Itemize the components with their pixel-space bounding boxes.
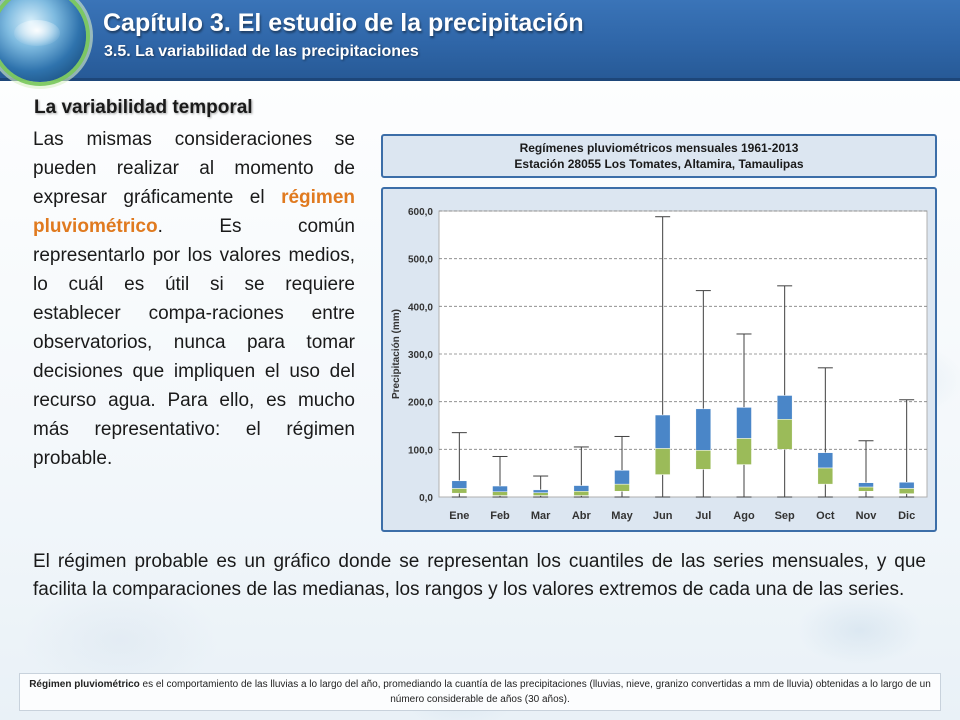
- box-upper-quartile: [532, 489, 549, 493]
- footnote-box: Régimen pluviométrico es el comportamien…: [19, 673, 941, 711]
- box-upper-quartile: [858, 482, 874, 488]
- box-lower-quartile: [736, 438, 752, 465]
- box-upper-quartile: [614, 470, 630, 485]
- header-bar: Capítulo 3. El estudio de la precipitaci…: [0, 0, 960, 82]
- box-upper-quartile: [654, 414, 671, 449]
- page-subtitle: 3.5. La variabilidad de las precipitacio…: [104, 43, 419, 60]
- intro-paragraph: Las mismas consideraciones se pueden rea…: [33, 125, 355, 473]
- boxplot-chart: 0,0 100,0 200,0 300,0 400,0 500,0 600,0 Precipi…: [381, 187, 937, 532]
- box-upper-quartile: [492, 485, 508, 493]
- intro-text-start: Las mismas consideraciones se pueden rea…: [33, 129, 355, 208]
- water-drop-logo-icon: [0, 0, 86, 82]
- bottom-paragraph: El régimen probable es un gráfico donde …: [33, 551, 926, 600]
- box-lower-quartile: [858, 486, 874, 492]
- x-tick-label: Jul: [695, 510, 711, 522]
- chart-title: Regímenes pluviométricos mensuales 1961-…: [519, 141, 799, 155]
- x-tick-label: Jun: [653, 510, 673, 522]
- y-axis-label: Precipitación (mm): [391, 309, 402, 399]
- box-lower-quartile: [451, 488, 468, 494]
- x-tick-label: May: [611, 510, 633, 522]
- box-upper-quartile: [451, 480, 468, 489]
- x-tick-label: Sep: [775, 510, 795, 522]
- y-tick-label: 200,0: [408, 398, 433, 409]
- x-tick-label: Ene: [449, 510, 469, 522]
- x-tick-label: Feb: [490, 510, 510, 522]
- x-tick-label: Oct: [816, 510, 835, 522]
- box-lower-quartile: [898, 488, 915, 494]
- footnote-term: Régimen pluviométrico: [29, 679, 140, 690]
- intro-text-end: . Es común representarlo por los valores…: [33, 216, 355, 469]
- box-lower-quartile: [492, 491, 508, 496]
- y-tick-label: 600,0: [408, 207, 433, 218]
- box-upper-quartile: [573, 485, 590, 492]
- chart-svg: 0,0 100,0 200,0 300,0 400,0 500,0 600,0 Precipi…: [391, 207, 928, 522]
- box-lower-quartile: [695, 450, 712, 470]
- highlight-term: régimen pluviométrico: [33, 187, 355, 237]
- y-tick-label: 400,0: [408, 302, 433, 313]
- footnote-definition: es el comportamiento de las lluvias a lo…: [139, 679, 931, 705]
- box-upper-quartile: [736, 407, 752, 439]
- y-tick-label: 500,0: [408, 255, 433, 266]
- x-tick-label: Dic: [898, 510, 915, 522]
- section-heading: La variabilidad temporal: [34, 97, 253, 118]
- y-tick-label: 0,0: [419, 493, 433, 504]
- page-title: Capítulo 3. El estudio de la precipitaci…: [103, 9, 584, 37]
- plot-area: [438, 210, 928, 498]
- box-lower-quartile: [654, 448, 671, 475]
- box-upper-quartile: [776, 395, 793, 420]
- box-lower-quartile: [817, 467, 834, 485]
- y-tick-label: 300,0: [408, 350, 433, 361]
- box-lower-quartile: [532, 492, 549, 496]
- x-tick-label: Nov: [856, 510, 878, 522]
- box-lower-quartile: [614, 483, 630, 492]
- box-lower-quartile: [776, 419, 793, 450]
- x-tick-label: Mar: [531, 510, 551, 522]
- box-upper-quartile: [695, 408, 712, 451]
- box-lower-quartile: [573, 491, 590, 496]
- x-tick-label: Abr: [572, 510, 592, 522]
- box-upper-quartile: [898, 481, 915, 489]
- box-upper-quartile: [817, 452, 834, 469]
- chart-title-box: Regímenes pluviométricos mensuales 1961-…: [381, 134, 937, 178]
- chart-subtitle: Estación 28055 Los Tomates, Altamira, Ta…: [514, 157, 804, 171]
- x-tick-label: Ago: [733, 510, 755, 522]
- y-tick-label: 100,0: [408, 445, 433, 456]
